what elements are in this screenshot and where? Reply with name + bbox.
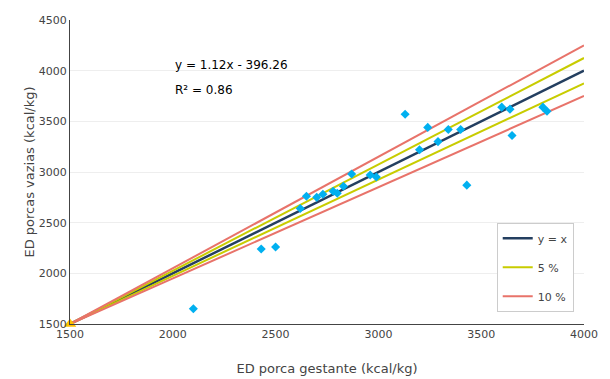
- svg-text:1500: 1500: [39, 318, 67, 331]
- svg-text:3000: 3000: [39, 166, 67, 179]
- svg-text:5 %: 5 %: [538, 262, 559, 275]
- svg-text:R² = 0.86: R² = 0.86: [175, 83, 233, 97]
- svg-text:2000: 2000: [159, 328, 187, 341]
- svg-text:3000: 3000: [364, 328, 392, 341]
- svg-text:1500: 1500: [56, 328, 84, 341]
- svg-text:4000: 4000: [39, 65, 67, 78]
- svg-text:2500: 2500: [262, 328, 290, 341]
- svg-text:y = 1.12x - 396.26: y = 1.12x - 396.26: [175, 58, 288, 72]
- svg-text:ED porca gestante (kcal/kg): ED porca gestante (kcal/kg): [237, 361, 418, 376]
- svg-text:3500: 3500: [39, 115, 67, 128]
- svg-text:2500: 2500: [39, 217, 67, 230]
- svg-text:10 %: 10 %: [538, 291, 566, 304]
- svg-text:4500: 4500: [39, 14, 67, 27]
- svg-text:3500: 3500: [467, 328, 495, 341]
- svg-text:4000: 4000: [570, 328, 598, 341]
- svg-text:2000: 2000: [39, 267, 67, 280]
- svg-text:ED porcas vazias (kcal/kg): ED porcas vazias (kcal/kg): [22, 86, 37, 257]
- svg-text:y = x: y = x: [538, 233, 568, 246]
